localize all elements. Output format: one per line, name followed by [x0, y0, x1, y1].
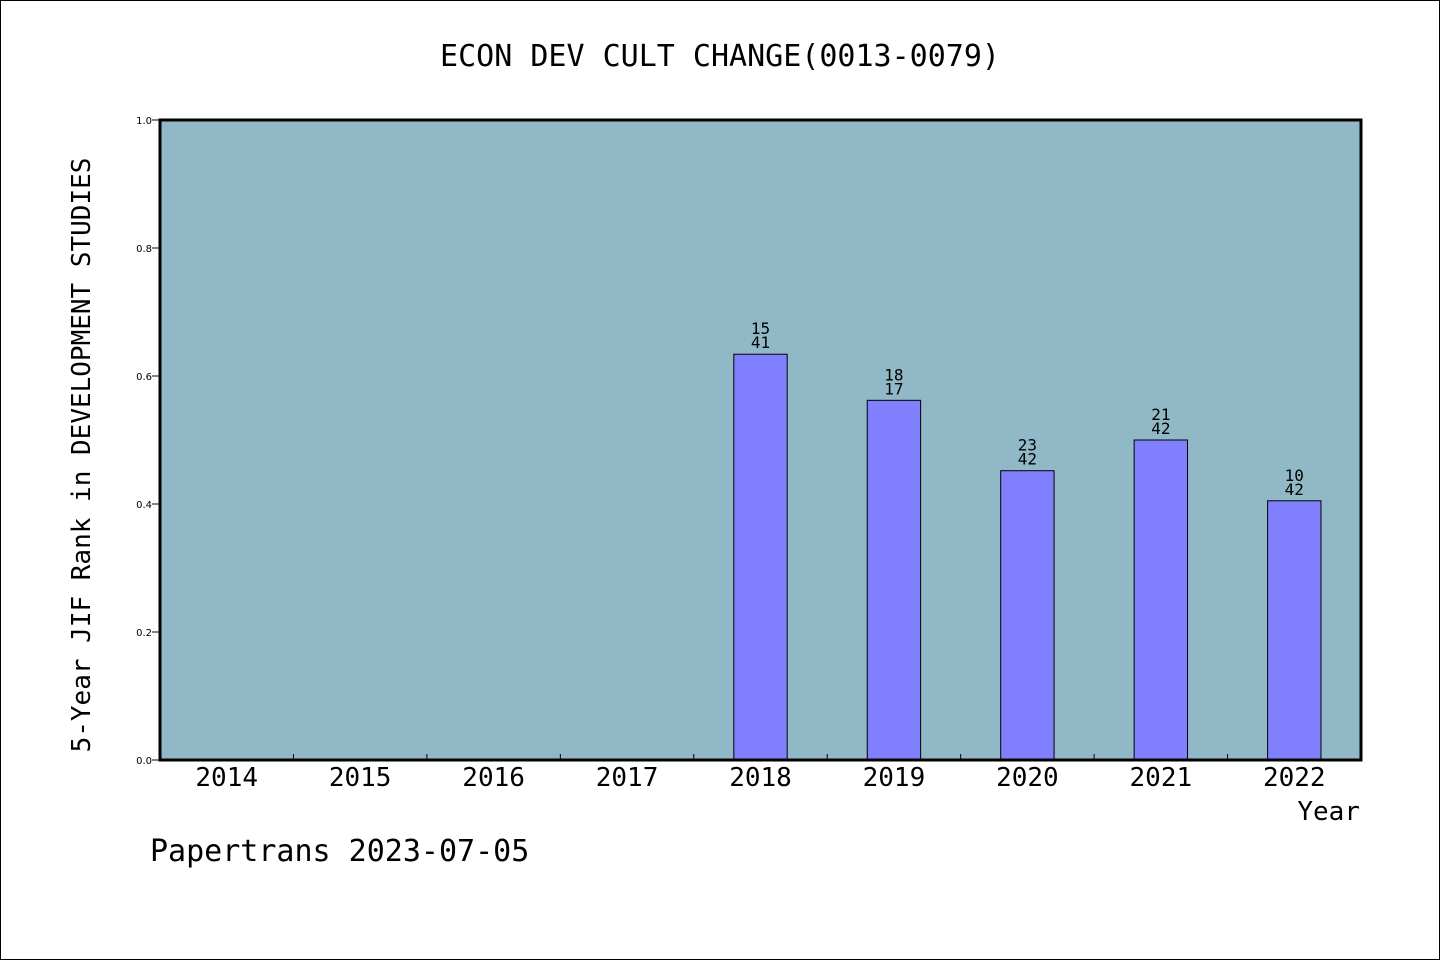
bar-label-rank: 15	[751, 319, 770, 338]
y-axis-label: 5-Year JIF Rank in DEVELOPMENT STUDIES	[67, 158, 97, 753]
footer-text: Papertrans 2023-07-05	[150, 834, 530, 869]
y-tick-label: 1.0	[136, 116, 152, 127]
bar-label-total: 42	[1285, 480, 1304, 499]
x-tick-label: 2019	[863, 763, 926, 793]
x-tick-label: 2018	[729, 763, 792, 793]
bar-2018	[733, 353, 788, 761]
x-tick-label: 2014	[195, 763, 258, 793]
chart-title: ECON DEV CULT CHANGE(0013-0079)	[440, 39, 1000, 74]
bar-label-total: 42	[1018, 450, 1037, 469]
x-tick-label: 2022	[1263, 763, 1326, 793]
x-tick-label: 2020	[996, 763, 1059, 793]
x-tick-label: 2021	[1130, 763, 1193, 793]
bar-label-rank: 23	[1018, 436, 1037, 455]
x-axis: 2014 2015 2016 2017 2018 2019 2020 2021 2022	[195, 754, 1326, 793]
x-tick-label: 2015	[329, 763, 392, 793]
y-tick-label: 0.4	[136, 500, 152, 511]
bar-label-total: 41	[751, 333, 770, 352]
y-tick-label: 0.2	[136, 628, 152, 639]
bar-2021	[1133, 439, 1189, 761]
y-tick-label: 0.0	[136, 756, 152, 767]
x-tick-label: 2016	[462, 763, 525, 793]
bar-label-rank: 21	[1151, 405, 1170, 424]
x-axis-label: Year	[1297, 797, 1360, 827]
y-tick-label: 0.6	[136, 372, 152, 383]
bars	[733, 353, 1322, 761]
plot-border	[158, 118, 1363, 762]
bar-label-total: 17	[884, 379, 903, 398]
bar-2022	[1267, 500, 1322, 761]
x-tick-label: 2017	[596, 763, 659, 793]
bar-2019	[866, 399, 922, 761]
y-axis: 0.0 0.2 0.4 0.6 0.8 1.0	[136, 116, 160, 767]
y-tick-label: 0.8	[136, 244, 152, 255]
bar-2020	[1000, 470, 1055, 761]
bar-label-rank: 10	[1285, 466, 1304, 485]
bar-label-total: 42	[1151, 419, 1170, 438]
bar-label-rank: 18	[884, 365, 903, 384]
